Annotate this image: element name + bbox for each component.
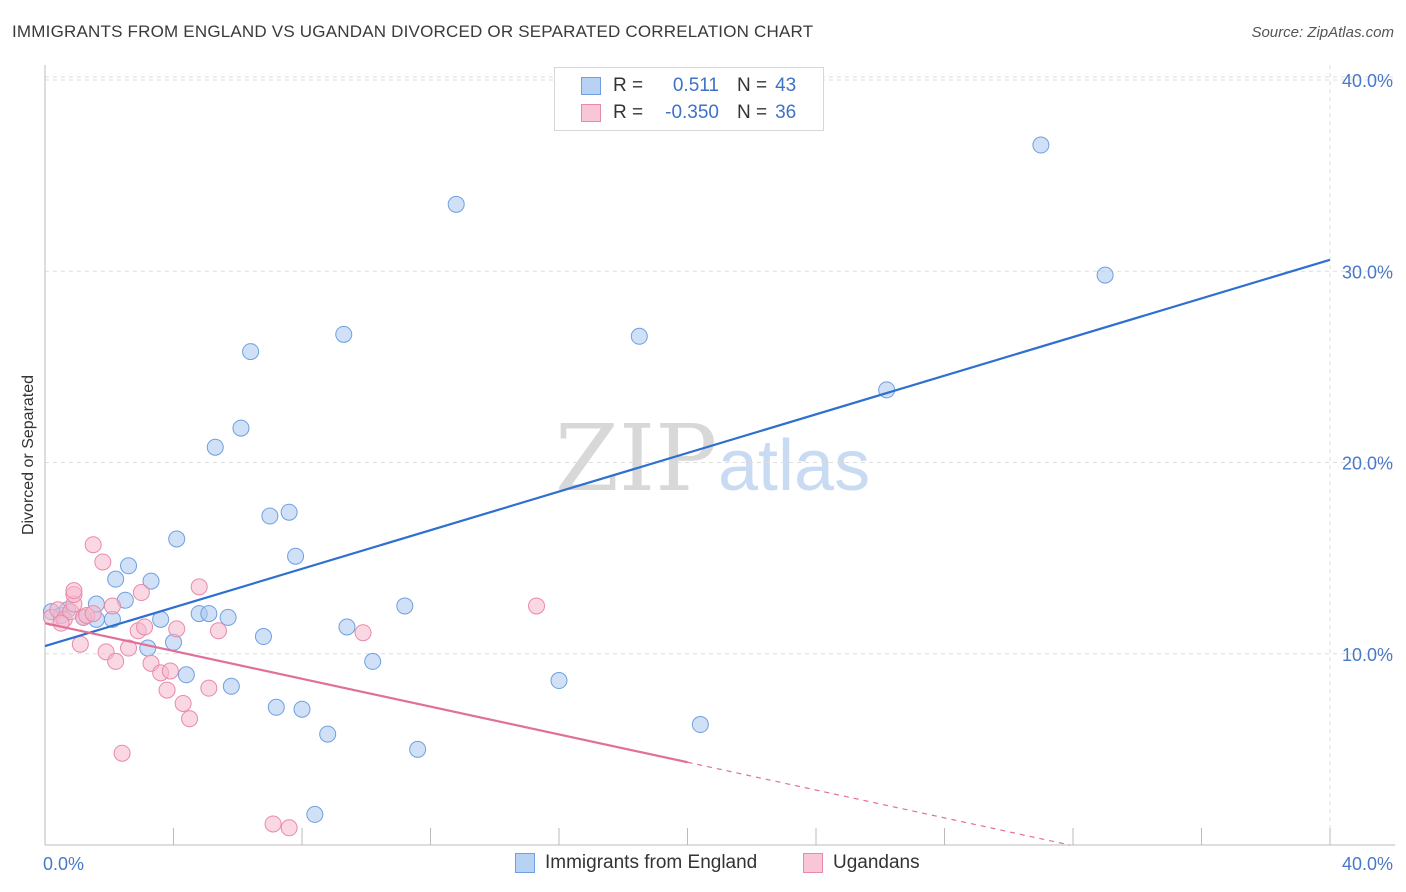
ugandan-trend-line bbox=[44, 622, 688, 764]
england-point bbox=[335, 325, 353, 343]
ugandan-point bbox=[120, 639, 138, 657]
ugandan-point bbox=[264, 815, 282, 833]
correlation-legend: R = 0.511 N = 43 R = -0.350 N = 36 bbox=[554, 67, 824, 131]
england-point bbox=[396, 597, 414, 615]
series-legend-ugandans[interactable]: Ugandans bbox=[803, 852, 920, 874]
x-tick-label: 40.0% bbox=[1342, 854, 1393, 874]
series-legend: Immigrants from England Ugandans bbox=[0, 852, 1406, 876]
ugandan-point bbox=[209, 622, 227, 640]
ugandan-point bbox=[528, 597, 546, 615]
england-trend-line bbox=[44, 258, 1331, 648]
legend-n-value: 36 bbox=[775, 102, 797, 123]
watermark-atlas: atlas bbox=[718, 426, 870, 506]
england-point bbox=[142, 572, 160, 590]
legend-r-value: -0.350 bbox=[665, 102, 719, 123]
england-point bbox=[168, 530, 186, 548]
y-axis-title: Divorced or Separated bbox=[20, 375, 37, 535]
x-tick-label: 0.0% bbox=[43, 854, 84, 874]
england-point bbox=[232, 419, 250, 437]
england-point bbox=[222, 677, 240, 695]
england-point bbox=[293, 700, 311, 718]
ugandan-point bbox=[132, 584, 150, 602]
y-tick-label: 20.0% bbox=[1342, 454, 1393, 474]
ugandan-point bbox=[136, 618, 154, 636]
england-point bbox=[691, 716, 709, 734]
england-point bbox=[550, 672, 568, 690]
legend-row-england: R = 0.511 N = 43 bbox=[581, 74, 796, 98]
y-tick-labels: 10.0% 20.0% 30.0% 40.0% bbox=[1342, 71, 1393, 665]
legend-row-ugandans: R = -0.350 N = 36 bbox=[581, 101, 796, 125]
england-point bbox=[1096, 266, 1114, 284]
legend-swatch-pink bbox=[803, 853, 823, 873]
england-point bbox=[254, 628, 272, 646]
ugandan-point bbox=[103, 597, 121, 615]
england-point bbox=[242, 343, 260, 361]
series-legend-label: Ugandans bbox=[833, 852, 920, 873]
england-point bbox=[261, 507, 279, 525]
ugandan-point bbox=[94, 553, 112, 571]
ugandan-point bbox=[158, 681, 176, 699]
england-point bbox=[200, 605, 218, 623]
england-point bbox=[364, 652, 382, 670]
ugandan-trend-extension bbox=[687, 761, 1070, 846]
y-tick-label: 10.0% bbox=[1342, 645, 1393, 665]
ugandan-point bbox=[168, 620, 186, 638]
legend-swatch-blue bbox=[581, 77, 601, 95]
series-ugandans-points bbox=[42, 536, 546, 837]
x-tick-labels: 0.0% 40.0% bbox=[43, 854, 1393, 874]
legend-n-label: N = bbox=[737, 75, 768, 96]
watermark: ZIP atlas bbox=[555, 405, 870, 512]
england-point bbox=[338, 618, 356, 636]
legend-n-value: 43 bbox=[775, 75, 797, 96]
england-point bbox=[630, 327, 648, 345]
england-point bbox=[409, 740, 427, 758]
england-point bbox=[447, 195, 465, 213]
england-point bbox=[139, 639, 157, 657]
ugandan-point bbox=[161, 662, 179, 680]
legend-swatch-pink bbox=[581, 104, 601, 122]
chart-title: IMMIGRANTS FROM ENGLAND VS UGANDAN DIVOR… bbox=[12, 22, 814, 41]
ugandan-point bbox=[71, 635, 89, 653]
series-legend-label: Immigrants from England bbox=[545, 852, 758, 873]
england-point bbox=[1032, 136, 1050, 154]
series-legend-england[interactable]: Immigrants from England bbox=[515, 852, 757, 874]
y-tick-label: 40.0% bbox=[1342, 71, 1393, 91]
ugandan-point bbox=[354, 624, 372, 642]
england-point bbox=[206, 438, 224, 456]
ugandan-point bbox=[200, 679, 218, 697]
trend-lines bbox=[44, 258, 1331, 846]
legend-r-value: 0.511 bbox=[672, 75, 719, 96]
england-point bbox=[280, 503, 298, 521]
legend-swatch-blue bbox=[515, 853, 535, 873]
ugandan-point bbox=[190, 578, 208, 596]
y-tick-label: 30.0% bbox=[1342, 262, 1393, 282]
england-point bbox=[319, 725, 337, 743]
england-point bbox=[107, 570, 125, 588]
ugandan-point bbox=[174, 694, 192, 712]
england-point bbox=[120, 557, 138, 575]
england-point bbox=[267, 698, 285, 716]
england-point bbox=[177, 666, 195, 684]
england-point bbox=[306, 805, 324, 823]
ugandan-point bbox=[280, 819, 298, 837]
ugandan-point bbox=[113, 744, 131, 762]
axes bbox=[44, 65, 1395, 846]
ugandan-point bbox=[107, 652, 125, 670]
legend-r-label: R = bbox=[613, 75, 644, 96]
watermark-zip: ZIP bbox=[555, 405, 717, 512]
ugandan-point bbox=[181, 710, 199, 728]
ugandan-point bbox=[84, 605, 102, 623]
legend-n-label: N = bbox=[737, 102, 768, 123]
england-point bbox=[287, 547, 305, 565]
england-point bbox=[219, 608, 237, 626]
ugandan-point bbox=[84, 536, 102, 554]
legend-r-label: R = bbox=[613, 102, 644, 123]
ugandan-point bbox=[65, 582, 83, 600]
source-credit: Source: ZipAtlas.com bbox=[1251, 24, 1394, 41]
